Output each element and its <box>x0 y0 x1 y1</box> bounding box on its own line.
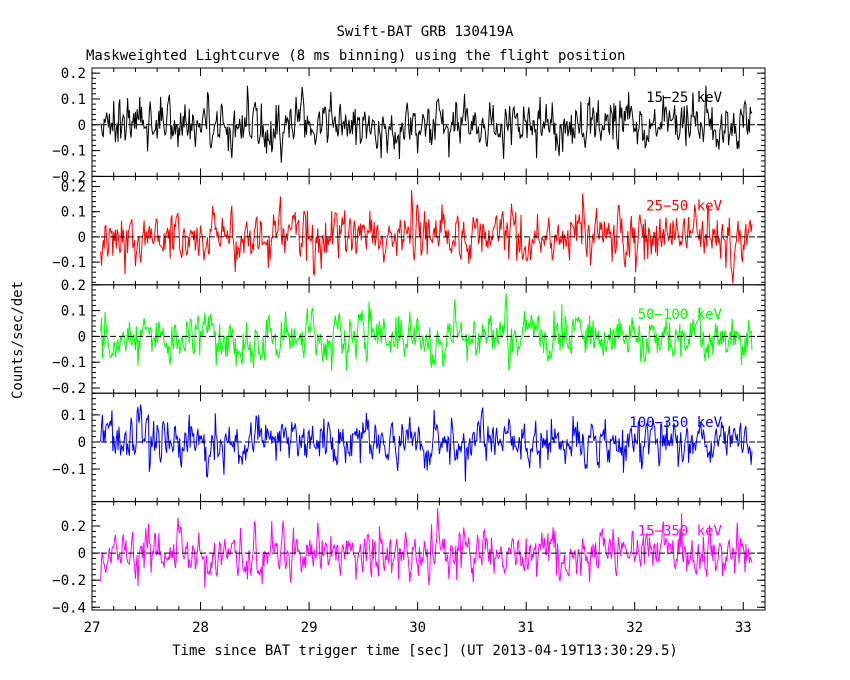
y-tick-label: 0.1 <box>61 408 86 424</box>
y-tick-label: −0.2 <box>52 381 86 397</box>
chart-subtitle: Maskweighted Lightcurve (8 ms binning) u… <box>86 48 625 64</box>
band-label: 50−100 keV <box>638 307 723 323</box>
panel-stack: 0.2 0.1 0 −0.1 −0.2 15−25 keV 0.2 0.1 0 −0.1 25−50… <box>52 66 766 616</box>
y-tick-label: −0.1 <box>52 255 86 271</box>
y-tick-label: 0.2 <box>61 278 86 294</box>
x-tick-label: 31 <box>518 620 535 636</box>
y-tick-label: −0.1 <box>52 355 86 371</box>
series-line <box>100 508 753 588</box>
band-label: 15−25 keV <box>646 90 722 106</box>
x-axis-label: Time since BAT trigger time [sec] (UT 20… <box>172 643 678 659</box>
y-tick-label: −0.4 <box>52 600 86 616</box>
y-tick-label: 0.2 <box>61 66 86 82</box>
y-tick-label: −0.2 <box>52 573 86 589</box>
panel-frame <box>91 392 766 503</box>
panel-25-50-kev: 0.2 0.1 0 −0.1 25−50 keV <box>52 175 766 286</box>
y-axis-label: Counts/sec/det <box>10 281 26 399</box>
x-tick-label: 29 <box>301 620 318 636</box>
panel-50-100-kev: 0.2 0.1 0 −0.1 −0.2 50−100 keV <box>52 278 766 397</box>
y-tick-label: 0.2 <box>61 179 86 195</box>
x-tick-label: 33 <box>735 620 752 636</box>
y-tick-label: 0 <box>78 435 86 451</box>
chart-title: Swift-BAT GRB 130419A <box>336 24 514 40</box>
band-label: 100−350 keV <box>629 415 722 431</box>
y-tick-label: −0.2 <box>52 169 86 185</box>
y-tick-label: −0.1 <box>52 144 86 160</box>
series-line <box>100 404 753 482</box>
y-tick-label: 0 <box>78 546 86 562</box>
y-tick-label: 0 <box>78 329 86 345</box>
y-tick-label: 0.2 <box>61 519 86 535</box>
series-line <box>100 85 753 163</box>
y-tick-label: 0 <box>78 118 86 134</box>
panel-frame <box>91 67 766 177</box>
x-tick-label: 30 <box>409 620 426 636</box>
y-tick-label: 0 <box>78 230 86 246</box>
panel-15-25-kev: 0.2 0.1 0 −0.1 −0.2 15−25 keV <box>52 66 766 185</box>
x-tick-label: 27 <box>84 620 101 636</box>
y-tick-label: −0.1 <box>52 462 86 478</box>
x-tick-label: 32 <box>626 620 643 636</box>
band-label: 15−350 keV <box>638 524 723 540</box>
band-label: 25−50 keV <box>646 198 722 214</box>
series-line <box>100 190 753 284</box>
x-axis-ticks: 27 28 29 30 31 32 33 <box>84 620 752 636</box>
panel-100-350-kev: 0.1 0 −0.1 100−350 keV <box>52 392 766 503</box>
series-line <box>100 293 753 371</box>
panel-15-350-kev: 0.2 0 −0.2 −0.4 15−350 keV <box>52 501 766 616</box>
y-tick-label: 0.1 <box>61 304 86 320</box>
x-tick-label: 28 <box>192 620 209 636</box>
panel-frame <box>91 501 766 611</box>
y-tick-label: 0.1 <box>61 205 86 221</box>
y-tick-label: 0.1 <box>61 92 86 108</box>
